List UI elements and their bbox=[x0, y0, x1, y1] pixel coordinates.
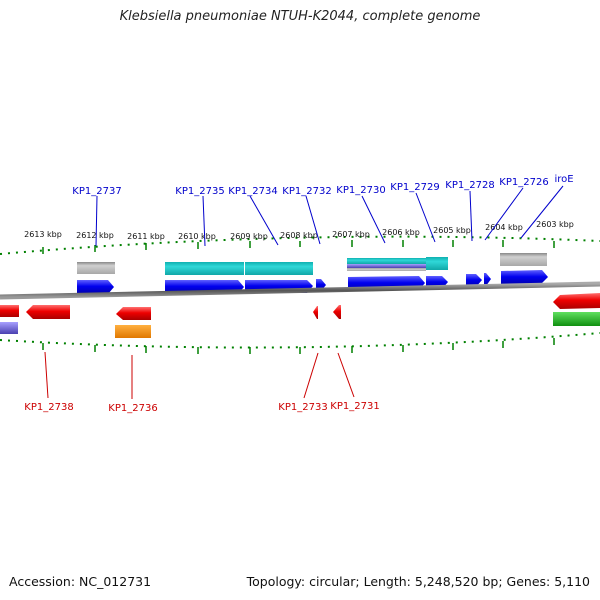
feature-block bbox=[115, 325, 151, 338]
gene-label-kp1-2726: KP1_2726 bbox=[499, 177, 548, 188]
accession-text: Accession: NC_012731 bbox=[9, 574, 152, 589]
feature-block bbox=[347, 264, 426, 268]
bottom-gene-labels: KP1_2738 KP1_2736 KP1_2733 KP1_2731 bbox=[24, 401, 379, 414]
feature-block bbox=[77, 262, 115, 274]
gene-arrow-kp1-2738 bbox=[26, 305, 70, 319]
lower-feature-track bbox=[0, 312, 600, 338]
gene-label-kp1-2731: KP1_2731 bbox=[330, 401, 379, 412]
feature-block bbox=[347, 268, 426, 271]
feature-block bbox=[426, 257, 448, 270]
upper-feature-track bbox=[77, 253, 547, 275]
feature-block bbox=[347, 258, 426, 264]
gene-label-kp1-2730: KP1_2730 bbox=[336, 185, 385, 196]
tick-label: 2603 kbp bbox=[536, 220, 574, 229]
gene-label-kp1-2737: KP1_2737 bbox=[72, 186, 121, 197]
tick-labels: 2613 kbp 2612 kbp 2611 kbp 2610 kbp 2609… bbox=[24, 220, 574, 241]
gene-label-kp1-2729: KP1_2729 bbox=[390, 182, 439, 193]
tick-label: 2605 kbp bbox=[433, 226, 471, 235]
genome-backbone bbox=[0, 281, 600, 300]
gene-arrow-kp1-2726 bbox=[501, 270, 548, 285]
gene-arrow-kp1-2733 bbox=[313, 306, 318, 319]
tick-label: 2612 kbp bbox=[76, 231, 114, 240]
feature-block bbox=[500, 253, 547, 266]
gene-arrow-left-edge bbox=[0, 305, 19, 317]
gene-label-kp1-2728: KP1_2728 bbox=[445, 180, 494, 191]
topology-text: Topology: circular; Length: 5,248,520 bp… bbox=[246, 574, 590, 589]
tick-label: 2611 kbp bbox=[127, 232, 165, 241]
reverse-genes bbox=[0, 293, 600, 320]
reverse-tick-track bbox=[0, 332, 600, 349]
tick-label: 2604 kbp bbox=[485, 223, 523, 232]
gene-label-iroe: iroE bbox=[554, 174, 573, 185]
bottom-leader-lines bbox=[44, 351, 355, 399]
gene-label-kp1-2733: KP1_2733 bbox=[278, 402, 327, 413]
tick-label: 2613 kbp bbox=[24, 230, 62, 239]
gene-label-kp1-2736: KP1_2736 bbox=[108, 403, 157, 414]
gene-arrow-right-edge bbox=[553, 293, 600, 309]
gene-label-kp1-2732: KP1_2732 bbox=[282, 186, 331, 197]
gene-arrow-kp1-2731 bbox=[333, 305, 341, 319]
gene-arrow-kp1-2728 bbox=[466, 274, 482, 287]
feature-block bbox=[245, 262, 313, 275]
forward-major-ticks bbox=[42, 240, 555, 254]
map-title: Klebsiella pneumoniae NTUH-K2044, comple… bbox=[119, 9, 481, 24]
top-gene-labels: KP1_2737 KP1_2735 KP1_2734 KP1_2732 KP1_… bbox=[72, 174, 573, 197]
feature-block bbox=[0, 322, 18, 334]
tick-label: 2606 kbp bbox=[382, 228, 420, 237]
gene-arrow-kp1-2737 bbox=[77, 280, 114, 294]
gene-label-kp1-2734: KP1_2734 bbox=[228, 186, 277, 197]
gene-label-kp1-2735: KP1_2735 bbox=[175, 186, 224, 197]
gene-label-kp1-2738: KP1_2738 bbox=[24, 402, 73, 413]
tick-label: 2608 kbp bbox=[280, 231, 318, 240]
gene-arrow-kp1-2736 bbox=[116, 307, 151, 320]
reverse-major-ticks bbox=[42, 338, 555, 354]
tick-label: 2610 kbp bbox=[178, 232, 216, 241]
tick-label: 2607 kbp bbox=[332, 230, 370, 239]
feature-block bbox=[165, 262, 244, 275]
tick-label: 2609 kbp bbox=[230, 232, 268, 241]
top-leader-lines bbox=[95, 185, 564, 247]
gene-arrow-kp1-2727 bbox=[484, 273, 491, 286]
feature-block bbox=[553, 312, 600, 326]
